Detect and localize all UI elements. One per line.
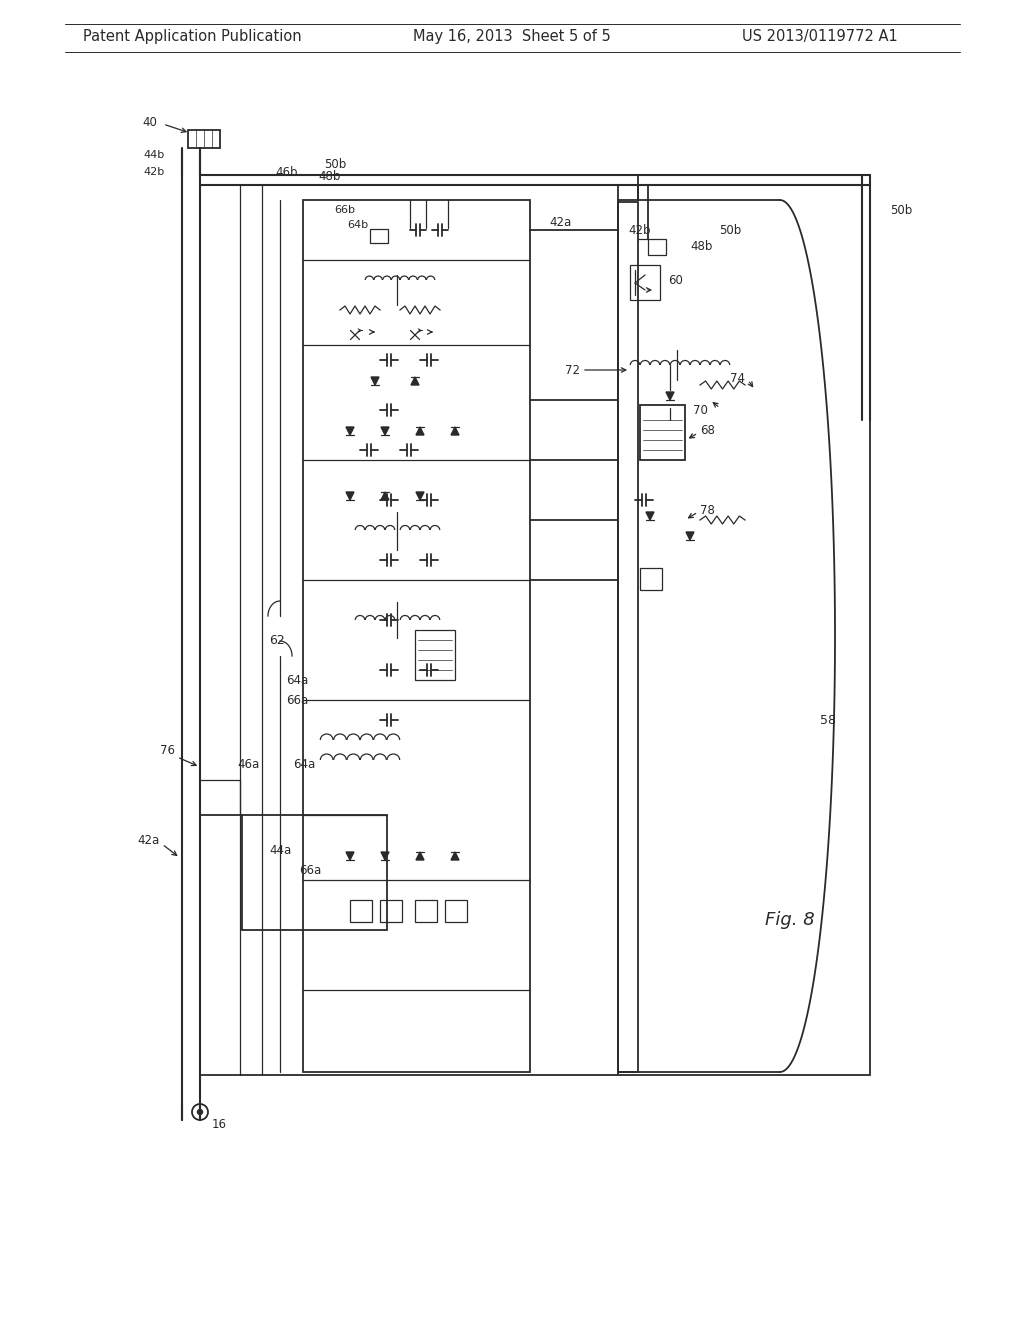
Polygon shape [416, 492, 424, 500]
Text: 66b: 66b [334, 205, 355, 215]
Polygon shape [451, 851, 459, 861]
Polygon shape [411, 378, 419, 385]
Text: 46a: 46a [237, 759, 259, 771]
Polygon shape [381, 492, 389, 500]
Text: 50b: 50b [890, 203, 912, 216]
Text: 44a: 44a [269, 843, 291, 857]
Text: May 16, 2013  Sheet 5 of 5: May 16, 2013 Sheet 5 of 5 [413, 29, 611, 45]
Polygon shape [646, 512, 654, 520]
Polygon shape [381, 426, 389, 436]
Text: 72: 72 [565, 363, 580, 376]
Text: 78: 78 [700, 503, 715, 516]
Text: 42b: 42b [629, 223, 651, 236]
Text: 58: 58 [820, 714, 836, 726]
Text: 76: 76 [160, 743, 175, 756]
Circle shape [198, 1110, 203, 1114]
Text: 40: 40 [142, 116, 157, 129]
Bar [188, 129, 220, 148]
Text: 48b: 48b [318, 170, 341, 183]
Text: 50b: 50b [719, 223, 741, 236]
Text: 62: 62 [269, 634, 285, 647]
Polygon shape [346, 851, 354, 861]
Polygon shape [381, 851, 389, 861]
Text: US 2013/0119772 A1: US 2013/0119772 A1 [742, 29, 898, 45]
Text: 42a: 42a [138, 833, 160, 846]
Bar [200, 185, 870, 1074]
Polygon shape [371, 378, 379, 385]
Text: 48b: 48b [690, 240, 713, 253]
Text: 50b: 50b [324, 158, 346, 172]
Bar [648, 239, 666, 255]
Text: 64a: 64a [293, 759, 315, 771]
Polygon shape [686, 532, 694, 540]
Text: 74: 74 [730, 371, 745, 384]
Text: 64b: 64b [347, 220, 368, 230]
Bar [370, 228, 388, 243]
Text: 60: 60 [668, 273, 683, 286]
Bar [618, 202, 638, 1072]
Polygon shape [416, 426, 424, 436]
Bar [630, 265, 660, 300]
Bar [640, 405, 685, 459]
Bar [242, 814, 387, 931]
Text: Fig. 8: Fig. 8 [765, 911, 815, 929]
Text: 66a: 66a [299, 863, 322, 876]
Bar [415, 630, 455, 680]
Text: 46b: 46b [275, 165, 298, 178]
Polygon shape [346, 426, 354, 436]
Polygon shape [666, 392, 674, 400]
Polygon shape [416, 851, 424, 861]
Text: 42b: 42b [143, 168, 165, 177]
Text: 44b: 44b [143, 150, 165, 160]
Bar [640, 568, 662, 590]
Text: 42a: 42a [549, 216, 571, 230]
Text: 70: 70 [692, 404, 708, 417]
Text: 68: 68 [700, 424, 715, 437]
Text: 16: 16 [212, 1118, 227, 1131]
Bar [445, 900, 467, 921]
Bar [350, 900, 372, 921]
Polygon shape [451, 426, 459, 436]
Text: 66a: 66a [286, 693, 308, 706]
Polygon shape [346, 492, 354, 500]
Bar [380, 900, 402, 921]
Text: Patent Application Publication: Patent Application Publication [83, 29, 301, 45]
Text: 64a: 64a [286, 673, 308, 686]
Bar [303, 201, 530, 1072]
Bar [415, 900, 437, 921]
